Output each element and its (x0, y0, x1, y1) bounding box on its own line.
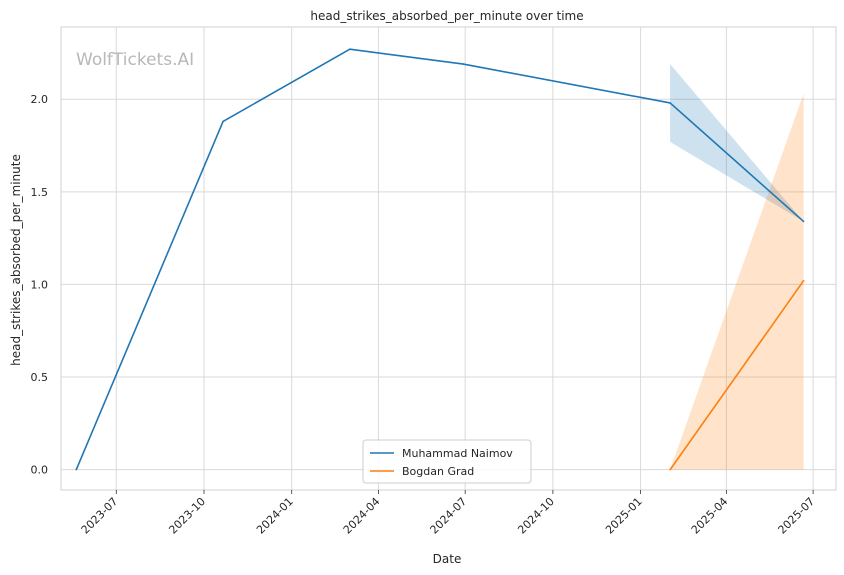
data-point (75, 468, 78, 471)
x-tick-label: 2024-10 (515, 495, 557, 537)
series-line-2 (669, 280, 805, 471)
x-tick-label: 2024-01 (254, 495, 296, 537)
plot-area (60, 26, 837, 491)
x-tick-label: 2024-04 (341, 495, 383, 537)
y-axis: 0.0 0.5 1.0 1.5 2.0 (31, 93, 49, 476)
x-axis-label: Date (433, 552, 462, 566)
x-tick-label: 2025-04 (689, 495, 731, 537)
y-tick-label: 0.5 (31, 371, 49, 384)
y-tick-label: 2.0 (31, 93, 49, 106)
x-tick-label: 2023-07 (79, 495, 121, 537)
series-line-1 (75, 48, 805, 470)
x-tick-label: 2025-01 (603, 495, 645, 537)
data-point (802, 279, 805, 282)
x-tick-label: 2023-10 (166, 495, 208, 537)
y-tick-label: 1.5 (31, 186, 49, 199)
confidence-bands (670, 64, 804, 470)
y-tick-label: 1.0 (31, 278, 49, 291)
data-point (669, 102, 671, 104)
chart-title: head_strikes_absorbed_per_minute over ti… (310, 9, 583, 23)
legend-label-2: Bogdan Grad (402, 465, 474, 478)
confidence-band-2 (670, 93, 804, 470)
watermark: WolfTickets.AI (76, 50, 194, 70)
x-tick-label: 2025-07 (776, 495, 818, 537)
confidence-band-1 (670, 64, 804, 222)
series-lines (75, 48, 805, 471)
data-point (669, 468, 671, 471)
y-axis-label: head_strikes_absorbed_per_minute (9, 154, 23, 366)
data-point (802, 220, 805, 223)
legend-label-1: Muhammad Naimov (402, 447, 513, 460)
x-axis: 2023-07 2023-10 2024-01 2024-04 2024-07 2024-… (79, 490, 818, 537)
data-point (462, 63, 465, 65)
x-tick-label: 2024-07 (428, 495, 470, 537)
legend: Muhammad Naimov Bogdan Grad (362, 439, 532, 484)
data-point (222, 120, 224, 123)
data-point (349, 48, 351, 51)
y-tick-label: 0.0 (31, 464, 49, 477)
legend-box (362, 439, 532, 484)
